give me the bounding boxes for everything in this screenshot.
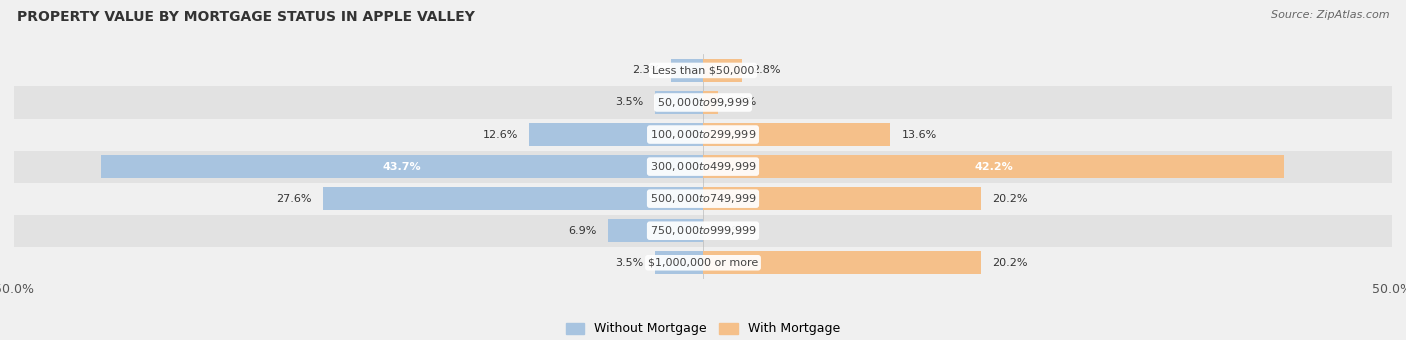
Legend: Without Mortgage, With Mortgage: Without Mortgage, With Mortgage	[565, 322, 841, 335]
Text: $500,000 to $749,999: $500,000 to $749,999	[650, 192, 756, 205]
Bar	[14, 86, 1392, 119]
Text: 42.2%: 42.2%	[974, 162, 1014, 172]
Text: 3.5%: 3.5%	[616, 98, 644, 107]
Bar	[14, 151, 1392, 183]
Bar	[703, 59, 741, 82]
Bar	[607, 219, 703, 242]
Text: 43.7%: 43.7%	[382, 162, 422, 172]
Text: Source: ZipAtlas.com: Source: ZipAtlas.com	[1271, 10, 1389, 20]
Text: 1.1%: 1.1%	[730, 98, 758, 107]
Text: 12.6%: 12.6%	[484, 130, 519, 139]
Bar	[14, 54, 1392, 86]
Bar	[671, 59, 703, 82]
Text: 6.9%: 6.9%	[568, 226, 598, 236]
Bar	[655, 251, 703, 274]
Text: 0.0%: 0.0%	[714, 226, 742, 236]
Bar	[14, 183, 1392, 215]
Bar	[655, 91, 703, 114]
Text: 20.2%: 20.2%	[993, 258, 1028, 268]
Bar	[703, 155, 1285, 178]
Bar	[703, 91, 718, 114]
Bar	[703, 251, 981, 274]
Bar	[703, 187, 981, 210]
Text: $1,000,000 or more: $1,000,000 or more	[648, 258, 758, 268]
Bar	[14, 215, 1392, 247]
Text: $50,000 to $99,999: $50,000 to $99,999	[657, 96, 749, 109]
Bar	[101, 155, 703, 178]
Text: $100,000 to $299,999: $100,000 to $299,999	[650, 128, 756, 141]
Text: $750,000 to $999,999: $750,000 to $999,999	[650, 224, 756, 237]
Bar	[703, 123, 890, 146]
Text: Less than $50,000: Less than $50,000	[652, 65, 754, 75]
Text: 27.6%: 27.6%	[276, 194, 312, 204]
Text: $300,000 to $499,999: $300,000 to $499,999	[650, 160, 756, 173]
Text: 2.8%: 2.8%	[752, 65, 782, 75]
Bar	[14, 119, 1392, 151]
Text: 3.5%: 3.5%	[616, 258, 644, 268]
Bar	[14, 247, 1392, 279]
Text: 13.6%: 13.6%	[901, 130, 936, 139]
Text: PROPERTY VALUE BY MORTGAGE STATUS IN APPLE VALLEY: PROPERTY VALUE BY MORTGAGE STATUS IN APP…	[17, 10, 475, 24]
Bar	[323, 187, 703, 210]
Bar	[530, 123, 703, 146]
Text: 2.3%: 2.3%	[631, 65, 661, 75]
Text: 20.2%: 20.2%	[993, 194, 1028, 204]
